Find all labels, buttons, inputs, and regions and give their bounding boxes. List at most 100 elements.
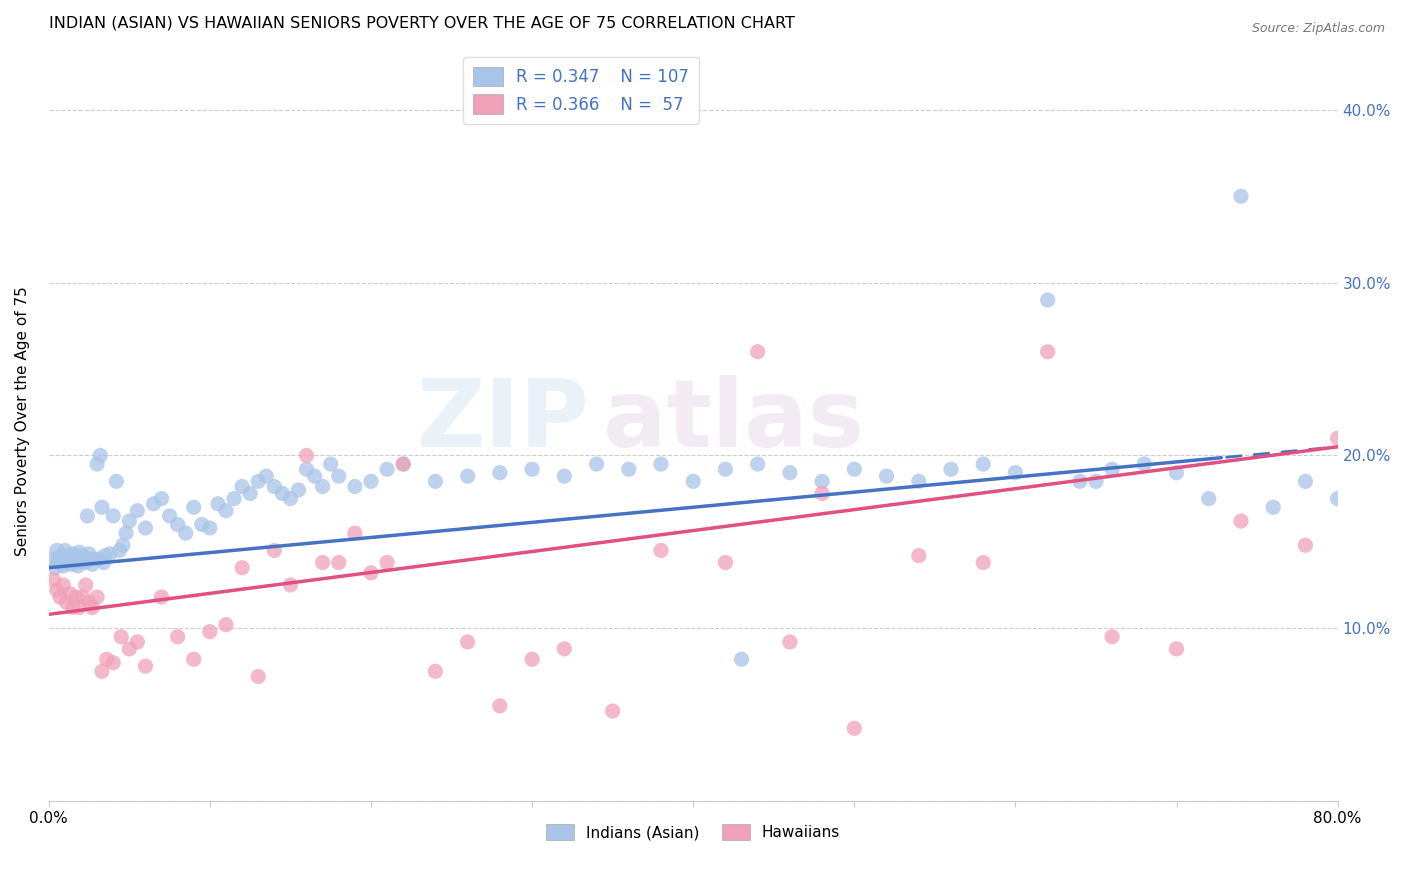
Point <box>94 549 117 563</box>
Point <box>183 500 205 515</box>
Point <box>98 547 121 561</box>
Point <box>304 469 326 483</box>
Point <box>142 497 165 511</box>
Point <box>425 475 447 489</box>
Point <box>343 526 366 541</box>
Point <box>75 556 97 570</box>
Point <box>198 521 221 535</box>
Point <box>77 547 100 561</box>
Point <box>1198 491 1220 506</box>
Point <box>876 469 898 483</box>
Point <box>425 665 447 679</box>
Point <box>844 462 866 476</box>
Point <box>1294 475 1316 489</box>
Point <box>42 552 65 566</box>
Text: Source: ZipAtlas.com: Source: ZipAtlas.com <box>1251 22 1385 36</box>
Point <box>72 549 94 563</box>
Point <box>96 652 118 666</box>
Point <box>76 508 98 523</box>
Point <box>174 526 197 541</box>
Point <box>59 586 82 600</box>
Point <box>328 469 350 483</box>
Point <box>360 475 382 489</box>
Point <box>343 479 366 493</box>
Point <box>231 479 253 493</box>
Point <box>67 545 90 559</box>
Point <box>89 449 111 463</box>
Point <box>747 457 769 471</box>
Point <box>110 630 132 644</box>
Y-axis label: Seniors Poverty Over the Age of 75: Seniors Poverty Over the Age of 75 <box>15 286 30 556</box>
Point <box>328 556 350 570</box>
Point <box>63 554 86 568</box>
Point <box>617 462 640 476</box>
Point <box>682 475 704 489</box>
Point <box>1294 538 1316 552</box>
Point <box>1326 431 1348 445</box>
Point <box>150 590 173 604</box>
Point <box>811 475 834 489</box>
Point <box>714 462 737 476</box>
Point <box>730 652 752 666</box>
Point <box>280 491 302 506</box>
Point <box>56 549 79 563</box>
Point <box>53 543 76 558</box>
Point <box>585 457 607 471</box>
Point <box>62 600 84 615</box>
Point <box>811 486 834 500</box>
Point <box>108 543 131 558</box>
Point <box>67 600 90 615</box>
Point <box>215 504 238 518</box>
Point <box>103 656 125 670</box>
Point <box>1101 630 1123 644</box>
Point <box>1263 500 1285 515</box>
Point <box>166 630 188 644</box>
Point <box>247 475 270 489</box>
Point <box>134 659 156 673</box>
Text: INDIAN (ASIAN) VS HAWAIIAN SENIORS POVERTY OVER THE AGE OF 75 CORRELATION CHART: INDIAN (ASIAN) VS HAWAIIAN SENIORS POVER… <box>49 15 794 30</box>
Point <box>1230 189 1253 203</box>
Point <box>457 469 479 483</box>
Point <box>520 652 543 666</box>
Point <box>1166 641 1188 656</box>
Point <box>263 543 285 558</box>
Point <box>375 462 398 476</box>
Point <box>86 590 108 604</box>
Point <box>86 457 108 471</box>
Point <box>70 556 93 570</box>
Point <box>55 595 77 609</box>
Point <box>844 722 866 736</box>
Point <box>295 462 318 476</box>
Point <box>1036 293 1059 307</box>
Point <box>231 560 253 574</box>
Point <box>311 556 333 570</box>
Point <box>127 635 149 649</box>
Point <box>247 669 270 683</box>
Point <box>45 543 67 558</box>
Point <box>489 466 512 480</box>
Point <box>972 556 994 570</box>
Point <box>198 624 221 639</box>
Point <box>392 457 415 471</box>
Point <box>779 635 801 649</box>
Point <box>118 641 141 656</box>
Point <box>311 479 333 493</box>
Point <box>82 558 104 572</box>
Point <box>520 462 543 476</box>
Point <box>62 547 84 561</box>
Point <box>1069 475 1091 489</box>
Point <box>1133 457 1156 471</box>
Point <box>650 457 672 471</box>
Point <box>55 556 77 570</box>
Point <box>45 583 67 598</box>
Text: atlas: atlas <box>603 375 863 467</box>
Point <box>66 558 89 573</box>
Point <box>134 521 156 535</box>
Point <box>60 558 83 572</box>
Point <box>72 590 94 604</box>
Point <box>287 483 309 497</box>
Point <box>191 517 214 532</box>
Point <box>65 550 87 565</box>
Point <box>105 475 128 489</box>
Point <box>1036 344 1059 359</box>
